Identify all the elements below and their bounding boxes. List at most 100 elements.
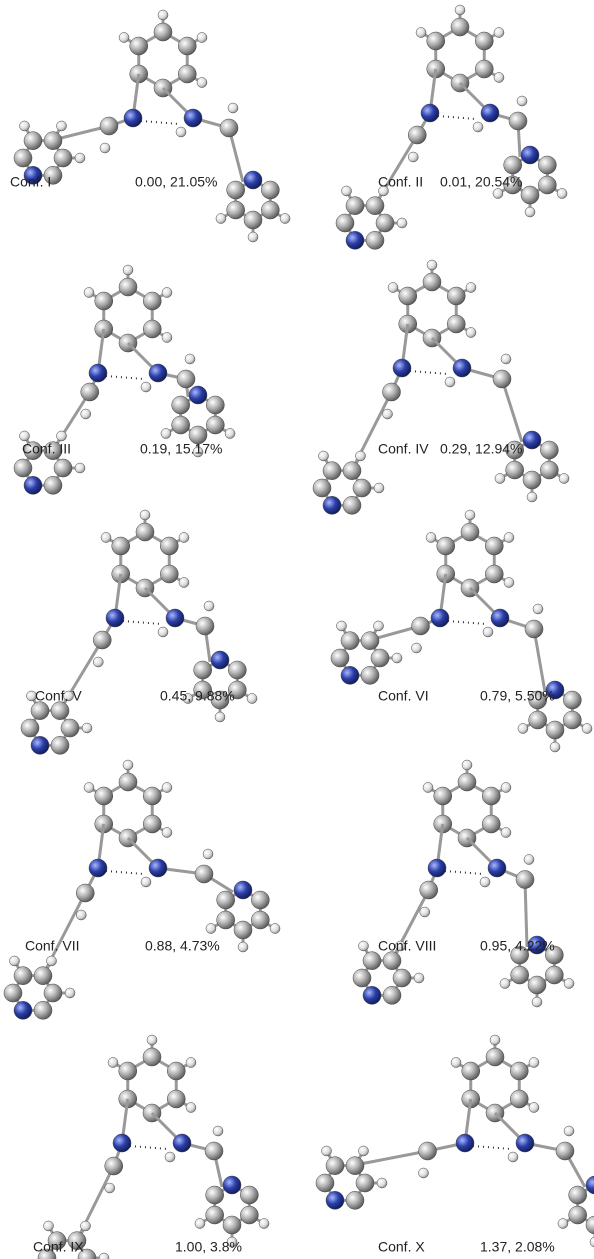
carbon-atom [506,461,524,479]
nitrogen-atom [523,431,541,449]
carbon-atom [119,773,137,791]
carbon-atom [504,156,522,174]
carbon-atom [251,911,269,929]
carbon-atom [493,370,511,388]
hydrogen-atom [501,828,511,838]
hydrogen-atom [420,907,430,917]
carbon-atom [223,1216,241,1234]
nitrogen-atom [223,1176,241,1194]
carbon-atom [510,1062,528,1080]
carbon-atom [540,441,558,459]
hydrogen-atom [466,328,476,338]
carbon-atom [160,565,178,583]
carbon-atom [511,966,529,984]
hydrogen-atom [500,979,510,989]
hydrogen-atom [374,621,384,631]
carbon-atom [371,649,389,667]
hydrogen-atom [162,333,172,343]
hydrogen-atom [158,10,168,20]
carbon-atom [14,459,32,477]
carbon-atom [383,383,401,401]
carbon-atom [244,211,262,229]
hydrogen-atom [147,1035,157,1045]
hydrogen-atom [81,1221,91,1231]
carbon-atom [34,967,52,985]
bond [534,629,545,692]
carbon-atom [31,702,49,720]
carbon-atom [105,1157,123,1175]
hydrogen-atom [582,724,592,734]
carbon-atom [167,1090,185,1108]
hydrogen-atom [529,1058,539,1068]
conformer-label: Conf. I [10,174,51,190]
hydrogen-bond [448,621,486,624]
carbon-atom [458,773,476,791]
conformer-label: Conf. IV [378,441,429,457]
hydrogen-atom [356,451,366,461]
carbon-atom [196,617,214,635]
nitrogen-atom [491,609,509,627]
hydrogen-atom [524,855,534,865]
carbon-atom [34,1001,52,1019]
hydrogen-atom [140,510,150,520]
carbon-atom [363,952,381,970]
carbon-atom [399,287,417,305]
nitrogen-atom [323,496,341,514]
carbon-atom [326,1157,344,1175]
carbon-atom [563,691,581,709]
nitrogen-atom [184,109,202,127]
carbon-atom [227,181,245,199]
nitrogen-atom [481,104,499,122]
carbon-atom [336,214,354,232]
hydrogen-atom [57,431,67,441]
carbon-atom [195,865,213,883]
carbon-atom [228,661,246,679]
hydrogen-atom [564,1126,574,1136]
hydrogen-atom [504,578,514,588]
hydrogen-bond [106,871,144,874]
carbon-atom [376,214,394,232]
carbon-atom [356,1174,374,1192]
carbon-atom [361,632,379,650]
hydrogen-atom [557,189,567,199]
carbon-atom [461,523,479,541]
carbon-atom [420,881,438,899]
carbon-atom [130,37,148,55]
carbon-atom [178,37,196,55]
hydrogen-bond [473,1146,511,1149]
carbon-atom [14,967,32,985]
carbon-atom [538,176,556,194]
hydrogen-bond [130,1146,168,1149]
carbon-atom [240,1206,258,1224]
hydrogen-atom [179,578,189,588]
hydrogen-atom [238,942,248,952]
hydrogen-atom [504,533,514,543]
hydrogen-atom [493,189,503,199]
carbon-atom [172,416,190,434]
nitrogen-atom [346,231,364,249]
carbon-atom [569,1206,587,1224]
nitrogen-atom [488,859,506,877]
carbon-atom [437,537,455,555]
hydrogen-atom [100,143,110,153]
carbon-atom [323,462,341,480]
hydrogen-atom [590,1237,594,1247]
hydrogen-atom [197,78,207,88]
carbon-atom [419,1142,437,1160]
hydrogen-atom [550,742,560,752]
hydrogen-atom [76,910,86,920]
carbon-atom [353,479,371,497]
carbon-atom [485,537,503,555]
hydrogen-atom [359,941,369,951]
carbon-atom [44,476,62,494]
conformer-energy: 0.01, 20.54% [440,174,523,190]
hydrogen-atom [462,760,472,770]
carbon-atom [119,278,137,296]
carbon-atom [51,702,69,720]
hydrogen-atom [280,214,290,224]
hydrogen-atom [186,1103,196,1113]
hydrogen-atom [108,1058,118,1068]
carbon-atom [516,871,534,889]
carbon-atom [194,661,212,679]
carbon-atom [521,186,539,204]
